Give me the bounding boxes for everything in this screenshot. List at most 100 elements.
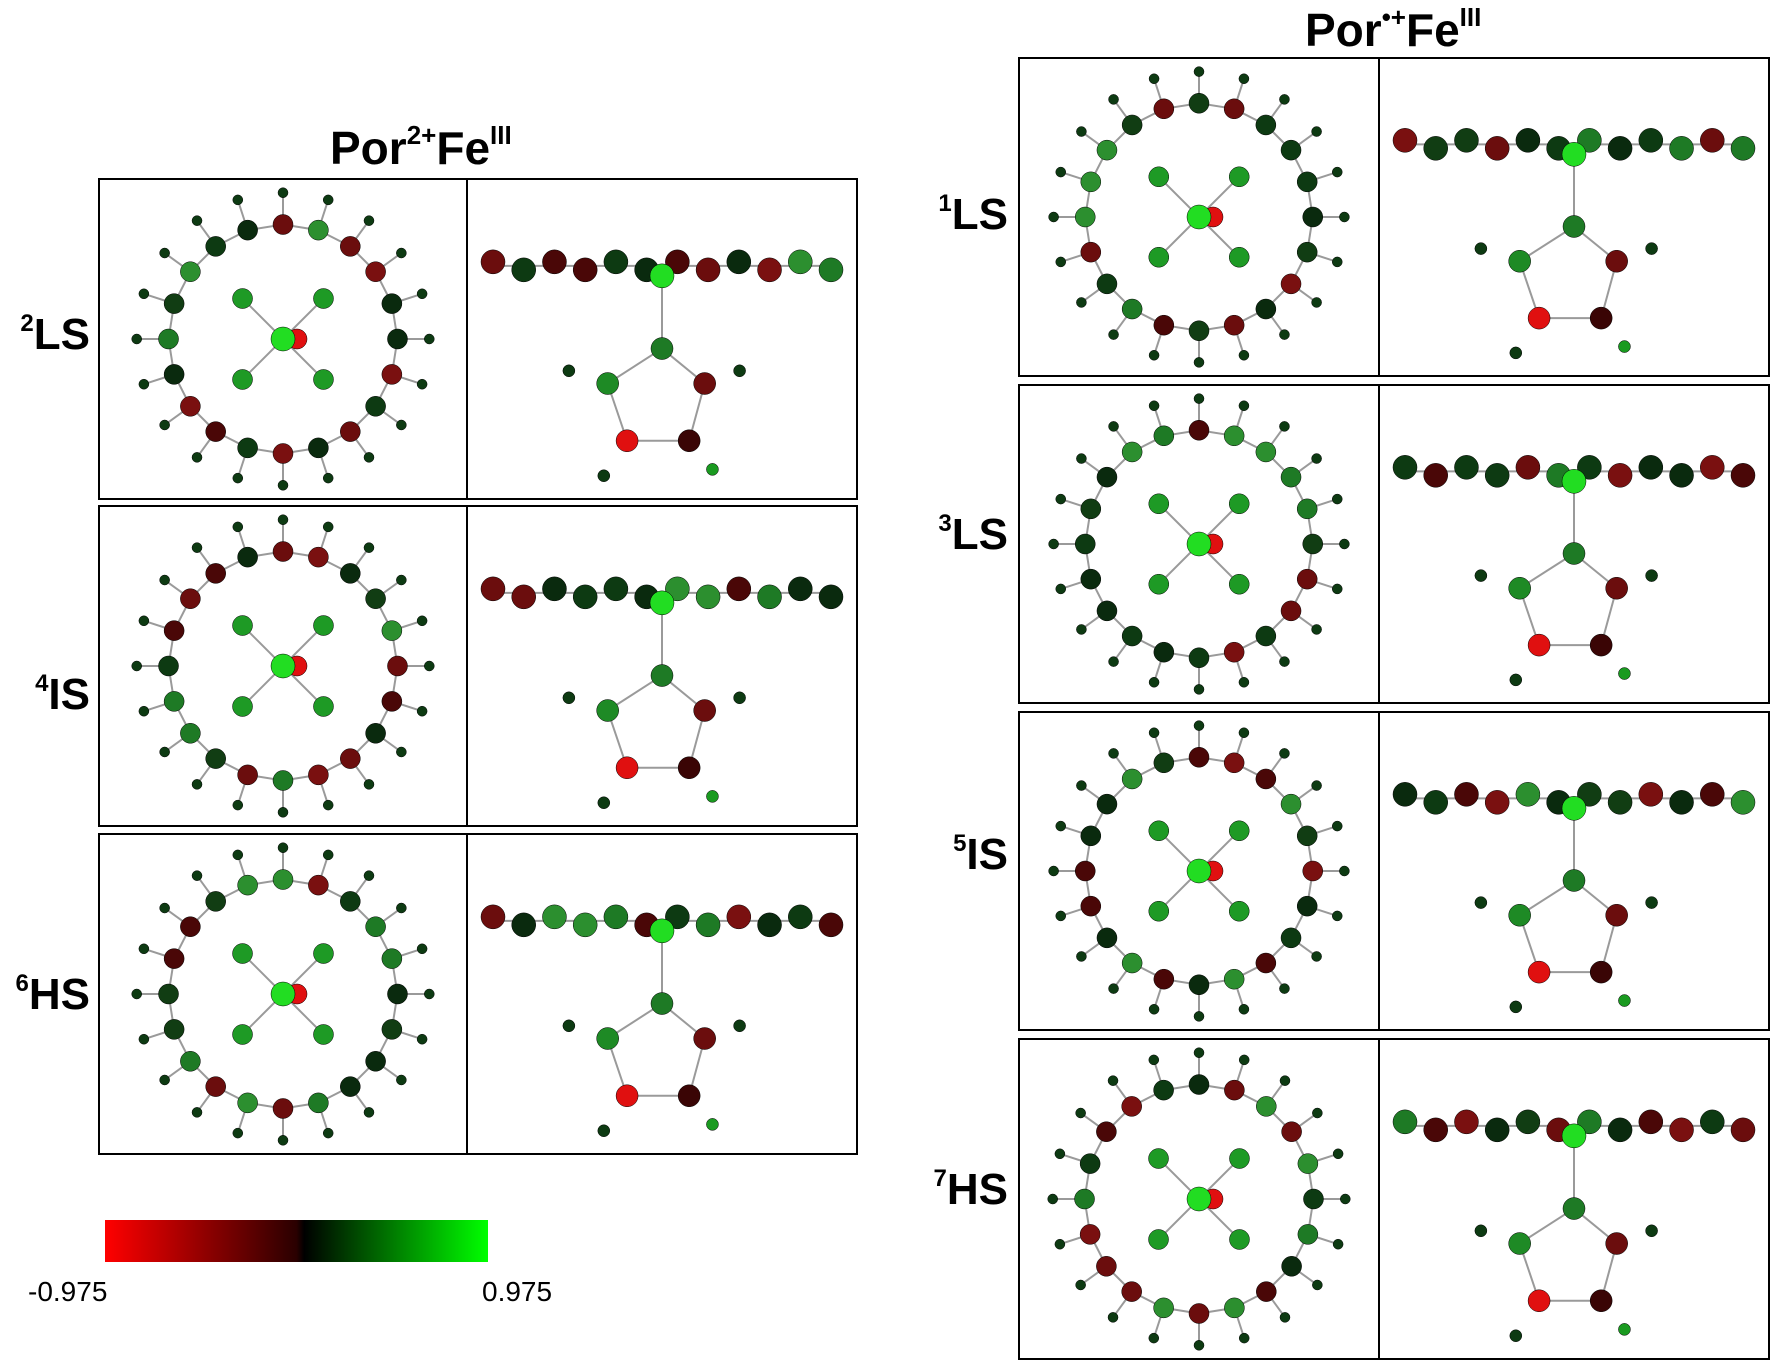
- hydrogen-atom: [363, 215, 375, 226]
- hydrogen-atom: [232, 521, 244, 533]
- carbon-atom: [1080, 568, 1102, 590]
- nitrogen-atom: [232, 615, 253, 636]
- ring-atom: [1454, 1109, 1479, 1135]
- colorbar-max-label: 0.975: [482, 1276, 553, 1307]
- carbon-atom: [340, 1076, 361, 1097]
- nitrogen-atom: [596, 1027, 619, 1050]
- right-heading-base: Por: [1305, 4, 1382, 56]
- carbon-atom: [340, 421, 361, 442]
- hydrogen-atom: [322, 799, 334, 811]
- ring-atom: [695, 912, 721, 938]
- hydrogen-atom: [1645, 1224, 1658, 1238]
- carbon-atom: [1224, 1297, 1245, 1319]
- hydrogen-atom: [277, 1135, 289, 1146]
- carbon-atom: [1562, 542, 1586, 565]
- hydrogen-atom: [1108, 748, 1119, 759]
- ring-atom: [1577, 1109, 1602, 1135]
- hydrogen-atom: [159, 1074, 170, 1086]
- row-label-3ls: 3LS: [938, 510, 1008, 559]
- hydrogen-atom: [363, 870, 375, 881]
- carbon-atom: [1096, 1256, 1117, 1277]
- ring-atom: [665, 904, 690, 930]
- ring-atom: [1669, 790, 1694, 815]
- nitrogen-atom: [313, 615, 334, 636]
- carbon-atom: [237, 546, 258, 568]
- carbon-atom: [1096, 273, 1118, 295]
- hydrogen-atom: [562, 364, 576, 378]
- porphyrin-top-view: [131, 514, 435, 818]
- hydrogen-atom: [396, 1074, 407, 1086]
- porphyrin-side-view: [480, 576, 844, 809]
- porphyrin-top-view: [131, 842, 435, 1146]
- carbon-atom: [237, 1092, 258, 1114]
- hydrogen-atom: [232, 472, 244, 484]
- hydrogen-atom: [191, 452, 203, 463]
- carbon-atom: [180, 396, 201, 417]
- carbon-atom: [163, 620, 185, 641]
- hydrogen-atom: [138, 943, 150, 955]
- carbon-atom: [1562, 1197, 1586, 1220]
- carbon-atom: [1188, 92, 1210, 114]
- hydrogen-atom: [363, 542, 375, 553]
- carbon-atom: [381, 1019, 403, 1040]
- oxygen-atom: [615, 756, 639, 780]
- carbon-atom: [1074, 533, 1096, 555]
- ring-atom: [542, 249, 567, 275]
- hydrogen-atom: [191, 779, 203, 790]
- hydrogen-atom: [1076, 780, 1087, 791]
- carbon-atom: [308, 219, 329, 241]
- panel-5is-side: [1378, 711, 1770, 1031]
- nitrogen-atom: [596, 372, 619, 395]
- hydrogen-atom: [1193, 1047, 1205, 1058]
- carbon-atom: [1153, 314, 1175, 336]
- porphyrin-side-view: [1392, 1109, 1756, 1342]
- hydrogen-atom: [138, 1033, 150, 1045]
- carbon-atom: [1280, 466, 1302, 488]
- ring-atom: [788, 576, 813, 602]
- carbon-atom: [1223, 752, 1245, 774]
- hydrogen-atom: [232, 849, 244, 861]
- ring-atom: [695, 257, 721, 283]
- hydrogen-atom: [1238, 676, 1250, 688]
- carbon-atom: [1096, 466, 1118, 488]
- carbon-atom: [1121, 298, 1143, 320]
- hydrogen-atom: [1193, 66, 1205, 77]
- carbon-atom: [1079, 1224, 1101, 1245]
- row-label-1ls: 1LS: [938, 190, 1008, 239]
- hydrogen-atom: [733, 1019, 746, 1033]
- carbon-atom: [1153, 1079, 1174, 1101]
- carbon-atom: [1188, 974, 1210, 996]
- porphyrin-top-view: [131, 187, 435, 491]
- nitrogen-atom: [1229, 1148, 1250, 1169]
- ring-atom: [572, 257, 598, 283]
- carbon-atom: [650, 664, 674, 687]
- carbon-atom: [340, 563, 361, 584]
- nitrogen-atom: [1228, 820, 1250, 842]
- carbon-atom: [1589, 1289, 1613, 1313]
- carbon-atom: [381, 691, 403, 712]
- carbon-atom: [272, 770, 294, 791]
- ring-atom: [818, 257, 844, 283]
- oxygen-atom: [1527, 960, 1551, 984]
- ring-atom: [665, 249, 690, 275]
- hydrogen-atom: [1331, 820, 1343, 832]
- hydrogen-atom: [1108, 983, 1119, 994]
- carbon-atom: [205, 236, 226, 257]
- carbon-atom: [1121, 1096, 1142, 1117]
- hydrogen-atom: [1279, 1312, 1291, 1323]
- hydrogen-atom: [1055, 583, 1067, 595]
- ring-atom: [572, 912, 598, 938]
- carbon-atom: [1153, 641, 1175, 663]
- nitrogen-atom: [1508, 903, 1531, 927]
- ring-atom: [603, 576, 629, 602]
- oxygen-atom: [1527, 1289, 1551, 1313]
- carbon-atom: [163, 364, 185, 385]
- hydrogen-atom: [159, 746, 170, 758]
- hydrogen-atom: [1332, 1238, 1344, 1250]
- panel-3ls-side: [1378, 384, 1770, 704]
- hydrogen-atom: [706, 790, 719, 803]
- hydrogen-atom: [232, 799, 244, 811]
- carbon-atom: [1153, 968, 1175, 990]
- hydrogen-atom: [138, 288, 150, 300]
- ring-atom: [1700, 455, 1725, 480]
